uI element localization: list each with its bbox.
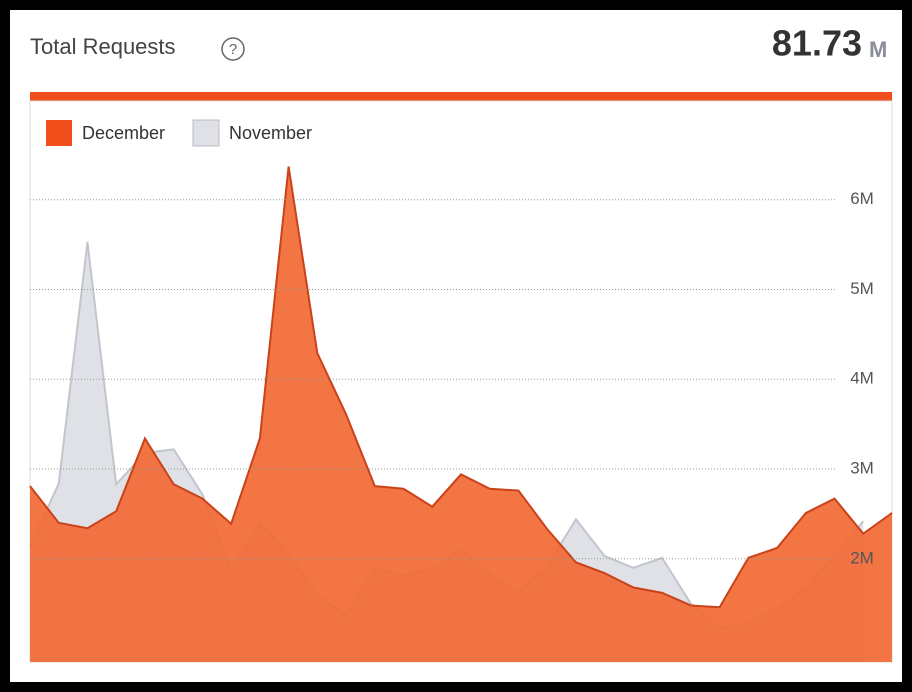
y-tick-label: 6M [850,189,874,208]
y-tick-label: 2M [850,548,874,567]
area [30,166,892,663]
total-unit: M [869,37,887,62]
y-tick-label: 3M [850,459,874,478]
accent-bar [30,92,892,101]
y-tick-label: 4M [850,369,874,388]
legend-label: November [229,123,312,143]
total-value: 81.73 [772,23,862,64]
y-tick-label: 5M [850,279,874,298]
help-icon[interactable] [221,37,245,61]
title: Total Requests [30,34,176,59]
help-mark: ? [229,41,237,58]
legend-swatch [192,119,220,147]
legend-label: December [82,123,165,143]
legend-swatch [46,120,72,146]
area-line [29,166,893,609]
